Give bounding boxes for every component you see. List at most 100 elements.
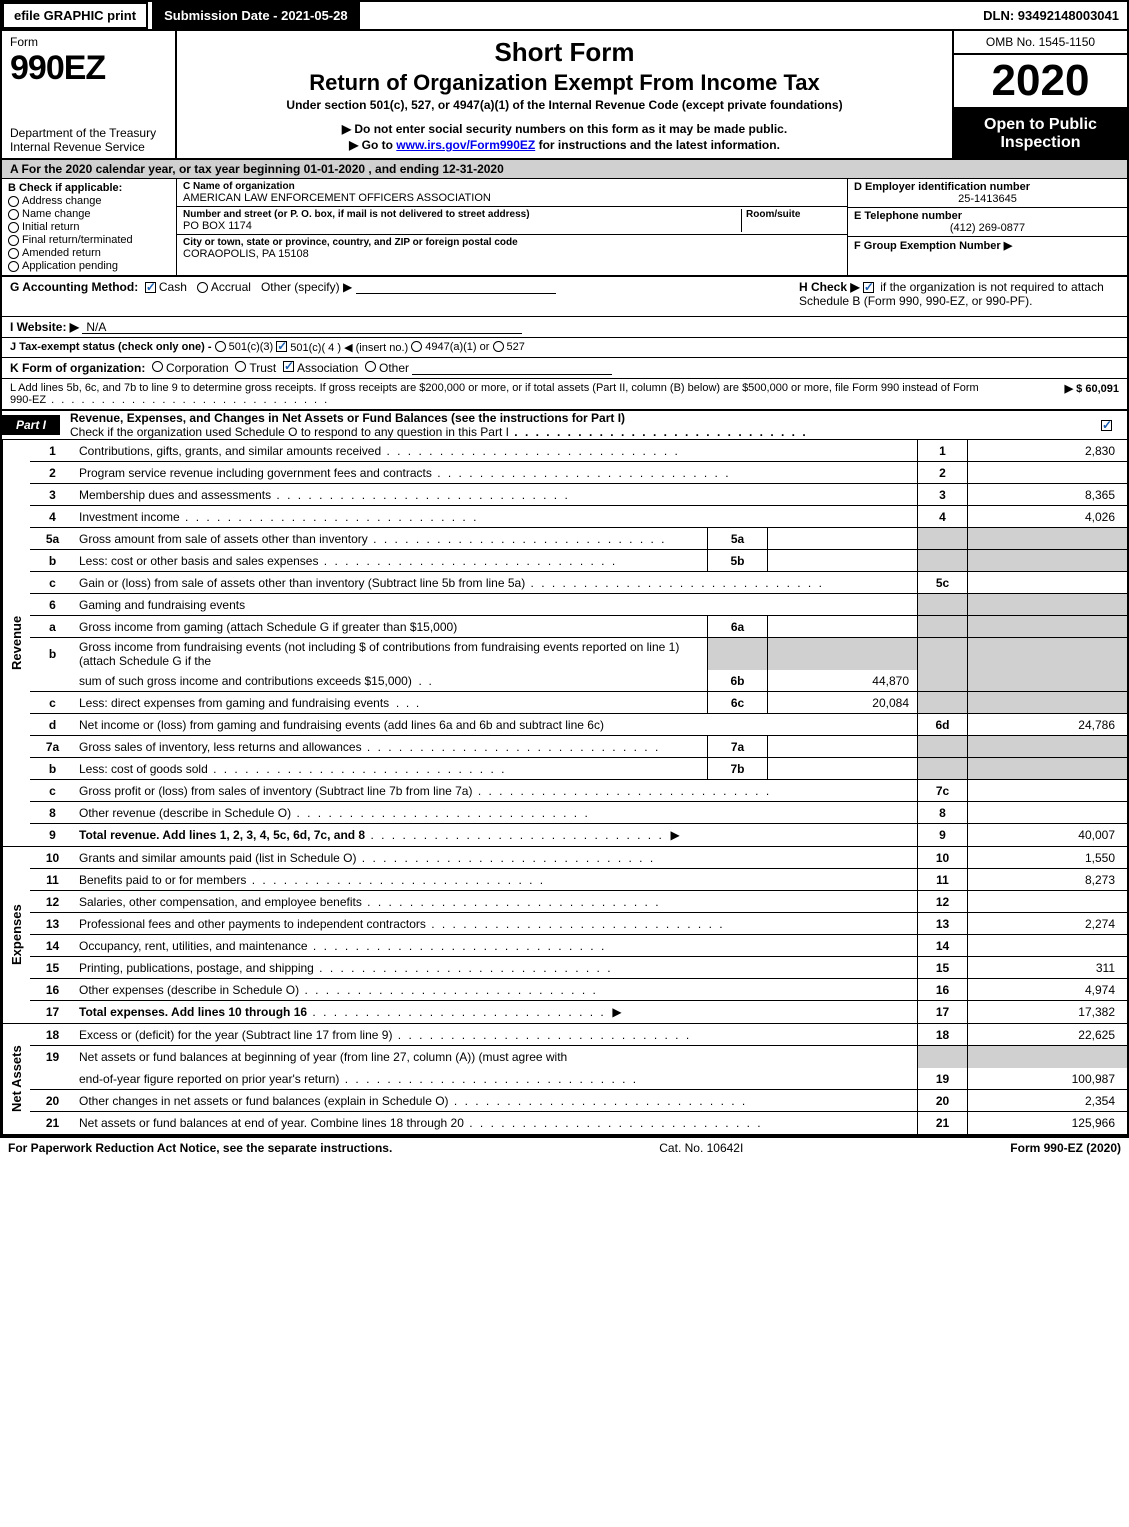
netassets-sidelabel: Net Assets xyxy=(2,1024,30,1134)
row-g: G Accounting Method: Cash Accrual Other … xyxy=(2,277,1127,317)
line-6b-1: b Gross income from fundraising events (… xyxy=(30,638,1127,670)
chk-name-change[interactable] xyxy=(8,209,19,220)
chk-cash[interactable] xyxy=(145,282,156,293)
chk-501c[interactable] xyxy=(276,341,287,352)
line-18: 18 Excess or (deficit) for the year (Sub… xyxy=(30,1024,1127,1046)
line-11: 11 Benefits paid to or for members 11 8,… xyxy=(30,869,1127,891)
chk-other-org[interactable] xyxy=(365,361,376,372)
header-right: OMB No. 1545-1150 2020 Open to Public In… xyxy=(952,31,1127,158)
subtitle-warning: ▶ Do not enter social security numbers o… xyxy=(181,122,948,136)
row-k: K Form of organization: Corporation Trus… xyxy=(2,358,1127,379)
chk-trust[interactable] xyxy=(235,361,246,372)
chk-amended-return[interactable] xyxy=(8,248,19,259)
d-ein-value: 25-1413645 xyxy=(854,193,1121,205)
form-label: Form xyxy=(10,35,167,49)
f-group-label: F Group Exemption Number ▶ xyxy=(854,239,1121,252)
line-6c: c Less: direct expenses from gaming and … xyxy=(30,692,1127,714)
title-short-form: Short Form xyxy=(181,37,948,68)
line-5b: b Less: cost or other basis and sales ex… xyxy=(30,550,1127,572)
line-5c: c Gain or (loss) from sale of assets oth… xyxy=(30,572,1127,594)
submission-date-btn[interactable]: Submission Date - 2021-05-28 xyxy=(152,2,360,29)
line-17-amt: 17,382 xyxy=(967,1001,1127,1023)
footer-left: For Paperwork Reduction Act Notice, see … xyxy=(8,1141,392,1155)
row-h: H Check ▶ if the organization is not req… xyxy=(799,280,1119,313)
line-16: 16 Other expenses (describe in Schedule … xyxy=(30,979,1127,1001)
c-name-label: C Name of organization xyxy=(183,181,841,192)
e-phone-label: E Telephone number xyxy=(854,210,1121,222)
line-6b-amt: 44,870 xyxy=(767,670,917,691)
info-block: B Check if applicable: Address change Na… xyxy=(2,179,1127,277)
line-4: 4 Investment income 4 4,026 xyxy=(30,506,1127,528)
line-19a: 19 Net assets or fund balances at beginn… xyxy=(30,1046,1127,1068)
c-room-label: Room/suite xyxy=(746,209,841,220)
omb-number: OMB No. 1545-1150 xyxy=(954,31,1127,55)
footer-right: Form 990-EZ (2020) xyxy=(1010,1141,1121,1155)
row-l-amount: ▶ $ 60,091 xyxy=(999,382,1119,406)
chk-part1-scho[interactable] xyxy=(1101,420,1112,431)
chk-accrual[interactable] xyxy=(197,282,208,293)
revenue-grid: Revenue 1 Contributions, gifts, grants, … xyxy=(2,440,1127,847)
line-19b: end-of-year figure reported on prior yea… xyxy=(30,1068,1127,1090)
website-value: N/A xyxy=(86,320,106,334)
line-15: 15 Printing, publications, postage, and … xyxy=(30,957,1127,979)
line-21: 21 Net assets or fund balances at end of… xyxy=(30,1112,1127,1134)
line-7c: c Gross profit or (loss) from sales of i… xyxy=(30,780,1127,802)
line-14: 14 Occupancy, rent, utilities, and maint… xyxy=(30,935,1127,957)
chk-application-pending[interactable] xyxy=(8,261,19,272)
line-20: 20 Other changes in net assets or fund b… xyxy=(30,1090,1127,1112)
line-10: 10 Grants and similar amounts paid (list… xyxy=(30,847,1127,869)
line-6c-amt: 20,084 xyxy=(767,692,917,713)
revenue-sidelabel: Revenue xyxy=(2,440,30,846)
header-mid: Short Form Return of Organization Exempt… xyxy=(177,31,952,158)
chk-assoc[interactable] xyxy=(283,361,294,372)
efile-btn[interactable]: efile GRAPHIC print xyxy=(2,2,148,29)
chk-corp[interactable] xyxy=(152,361,163,372)
dept-line1: Department of the Treasury xyxy=(10,126,167,140)
chk-address-change[interactable] xyxy=(8,196,19,207)
c-city-label: City or town, state or province, country… xyxy=(183,237,841,248)
chk-527[interactable] xyxy=(493,341,504,352)
expenses-sidelabel: Expenses xyxy=(2,847,30,1023)
chk-4947[interactable] xyxy=(411,341,422,352)
line-6a: a Gross income from gaming (attach Sched… xyxy=(30,616,1127,638)
box-def: D Employer identification number 25-1413… xyxy=(847,179,1127,275)
line-2: 2 Program service revenue including gove… xyxy=(30,462,1127,484)
chk-h[interactable] xyxy=(863,282,874,293)
line-6: 6 Gaming and fundraising events xyxy=(30,594,1127,616)
part1-sub: Check if the organization used Schedule … xyxy=(70,425,509,439)
tax-year: 2020 xyxy=(954,55,1127,109)
chk-501c3[interactable] xyxy=(215,341,226,352)
part1-tag: Part I xyxy=(2,415,60,435)
irs-link[interactable]: www.irs.gov/Form990EZ xyxy=(396,138,535,152)
line-1-amt: 2,830 xyxy=(967,440,1127,461)
open-public: Open to Public Inspection xyxy=(954,109,1127,158)
row-l: L Add lines 5b, 6c, and 7b to line 9 to … xyxy=(2,379,1127,411)
d-ein-label: D Employer identification number xyxy=(854,181,1121,193)
line-12: 12 Salaries, other compensation, and emp… xyxy=(30,891,1127,913)
line-6d-amt: 24,786 xyxy=(967,714,1127,735)
line-21-amt: 125,966 xyxy=(967,1112,1127,1134)
line-1: 1 Contributions, gifts, grants, and simi… xyxy=(30,440,1127,462)
header-left: Form 990EZ Department of the Treasury In… xyxy=(2,31,177,158)
expenses-grid: Expenses 10 Grants and similar amounts p… xyxy=(2,847,1127,1024)
part1-header: Part I Revenue, Expenses, and Changes in… xyxy=(2,411,1127,440)
box-b: B Check if applicable: Address change Na… xyxy=(2,179,177,275)
chk-final-return[interactable] xyxy=(8,235,19,246)
title-return: Return of Organization Exempt From Incom… xyxy=(181,70,948,96)
line-13: 13 Professional fees and other payments … xyxy=(30,913,1127,935)
e-phone-value: (412) 269-0877 xyxy=(854,222,1121,234)
c-addr-value: PO BOX 1174 xyxy=(183,220,741,232)
box-c: C Name of organization AMERICAN LAW ENFO… xyxy=(177,179,847,275)
row-j: J Tax-exempt status (check only one) - 5… xyxy=(2,338,1127,358)
row-i: I Website: ▶ N/A xyxy=(2,317,1127,338)
c-city-value: CORAOPOLIS, PA 15108 xyxy=(183,248,841,260)
topbar: efile GRAPHIC print Submission Date - 20… xyxy=(2,2,1127,31)
netassets-grid: Net Assets 18 Excess or (deficit) for th… xyxy=(2,1024,1127,1136)
form-number: 990EZ xyxy=(10,49,167,88)
line-3: 3 Membership dues and assessments 3 8,36… xyxy=(30,484,1127,506)
line-8: 8 Other revenue (describe in Schedule O)… xyxy=(30,802,1127,824)
chk-initial-return[interactable] xyxy=(8,222,19,233)
line-9-amt: 40,007 xyxy=(967,824,1127,846)
period-row: A For the 2020 calendar year, or tax yea… xyxy=(2,160,1127,179)
footer-catno: Cat. No. 10642I xyxy=(392,1141,1010,1155)
